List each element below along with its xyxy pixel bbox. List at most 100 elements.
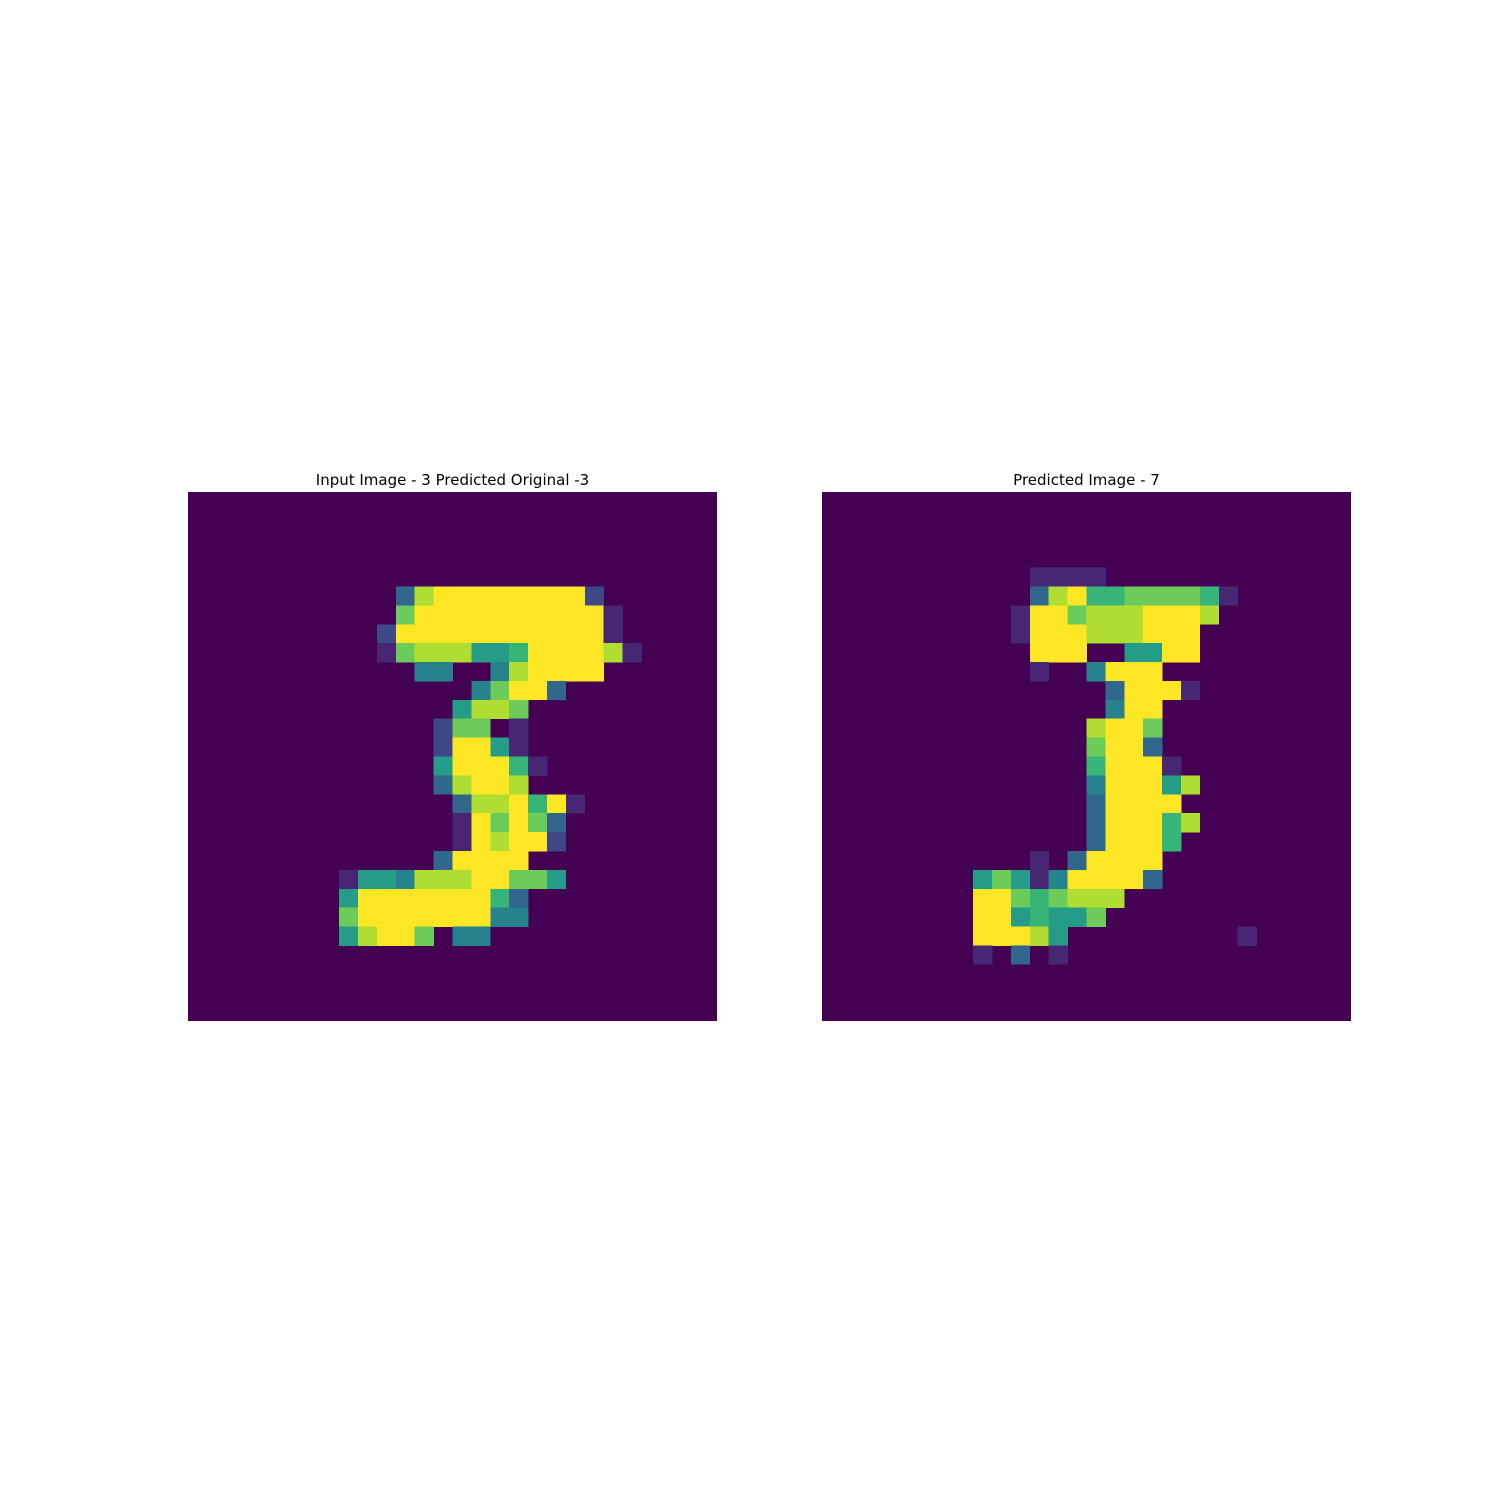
heatmap-cell <box>584 605 605 625</box>
heatmap-cell <box>1105 794 1125 814</box>
heatmap-cell <box>471 926 491 946</box>
heatmap-cell <box>471 794 491 814</box>
heatmap-cell <box>414 907 434 927</box>
heatmap-cell <box>973 869 993 890</box>
heatmap-cell <box>1124 850 1144 871</box>
heatmap-cell <box>490 832 510 852</box>
heatmap-cell <box>433 756 453 776</box>
heatmap-cell <box>433 907 453 927</box>
heatmap-cell <box>546 643 567 663</box>
heatmap-cell <box>584 586 605 606</box>
heatmap-cell <box>1086 775 1106 795</box>
heatmap-cell <box>395 643 416 663</box>
heatmap-cell <box>1010 624 1031 644</box>
heatmap-cell <box>1105 756 1125 776</box>
heatmap-cell <box>452 586 472 606</box>
heatmap-cell <box>1105 832 1125 852</box>
heatmap-cell <box>1124 794 1144 814</box>
heatmap-cell <box>1010 605 1031 625</box>
heatmap-cell <box>1143 586 1163 606</box>
heatmap-cell <box>490 586 510 606</box>
heatmap-cell <box>1162 624 1182 644</box>
heatmap-cell <box>1086 662 1106 682</box>
heatmap-cell <box>1124 756 1144 776</box>
heatmap-cell <box>414 662 434 682</box>
heatmap-cell <box>509 832 529 852</box>
heatmap-cell <box>1086 605 1106 625</box>
heatmap-cell <box>1162 586 1182 606</box>
heatmap-cell <box>528 624 548 644</box>
heatmap-cell <box>490 813 510 833</box>
heatmap-cell <box>1086 586 1106 606</box>
heatmap-cell <box>509 756 529 776</box>
heatmap-cell <box>1105 662 1125 682</box>
heatmap-cell <box>546 680 567 701</box>
heatmap-cell <box>414 605 434 625</box>
heatmap-cell <box>1029 586 1050 606</box>
heatmap-cell <box>1162 832 1182 852</box>
heatmap-cell <box>395 869 416 890</box>
heatmap-cell <box>509 888 529 909</box>
heatmap-cell <box>339 869 359 890</box>
heatmap-cell <box>1180 624 1201 644</box>
heatmap-cell <box>509 624 529 644</box>
heatmap-cell <box>1105 718 1125 738</box>
heatmap-cell <box>565 662 586 682</box>
heatmap-cell <box>1048 888 1068 909</box>
heatmap-cell <box>414 643 434 663</box>
heatmap-cell <box>339 926 359 946</box>
heatmap-cell <box>490 737 510 757</box>
heatmap-cell <box>1010 945 1031 965</box>
heatmap-cell <box>1124 662 1144 682</box>
heatmap-cell <box>1067 888 1087 909</box>
heatmap-cell <box>490 794 510 814</box>
heatmap-cell <box>433 869 453 890</box>
heatmap-cell <box>1105 624 1125 644</box>
heatmap-cell <box>509 643 529 663</box>
heatmap-cell <box>414 888 434 909</box>
heatmap-cell <box>1067 567 1087 587</box>
heatmap-cell <box>1086 813 1106 833</box>
heatmap-cell <box>1067 643 1087 663</box>
heatmap-cell <box>992 888 1012 909</box>
heatmap-cell <box>509 586 529 606</box>
heatmap-cell <box>452 813 472 833</box>
heatmap-cell <box>992 869 1012 890</box>
heatmap-cell <box>1086 737 1106 757</box>
heatmap-cell <box>1162 813 1182 833</box>
heatmap-cell <box>1048 907 1068 927</box>
heatmap-cell <box>433 605 453 625</box>
heatmap-cell <box>452 643 472 663</box>
heatmap-cell <box>490 643 510 663</box>
heatmap-cell <box>414 586 434 606</box>
heatmap-cell <box>1010 869 1031 890</box>
heatmap-cell <box>452 605 472 625</box>
heatmap-cell <box>471 699 491 720</box>
heatmap-cell <box>1048 567 1068 587</box>
heatmap-cell <box>1124 813 1144 833</box>
heatmap-cell <box>414 926 434 946</box>
heatmap-cell <box>546 624 567 644</box>
heatmap-cell <box>546 605 567 625</box>
heatmap-cell <box>528 869 548 890</box>
heatmap-cell <box>471 775 491 795</box>
heatmap-cell <box>490 699 510 720</box>
heatmap-cell <box>452 832 472 852</box>
heatmap-cell <box>452 869 472 890</box>
heatmap-cell <box>1029 850 1050 871</box>
heatmap-cell <box>509 699 529 720</box>
heatmap-cell <box>1086 832 1106 852</box>
heatmap-cell <box>339 907 359 927</box>
heatmap-cell <box>452 718 472 738</box>
heatmap-cell <box>490 888 510 909</box>
heatmap-cell <box>376 888 397 909</box>
heatmap-cell <box>1124 586 1144 606</box>
heatmap-cell <box>471 813 491 833</box>
heatmap-cell <box>490 775 510 795</box>
heatmap-cell <box>1105 586 1125 606</box>
heatmap-cell <box>471 737 491 757</box>
heatmap-cell <box>1029 907 1050 927</box>
heatmap-cell <box>1199 605 1220 625</box>
heatmap-cell <box>433 662 453 682</box>
heatmap-cell <box>1105 888 1125 909</box>
